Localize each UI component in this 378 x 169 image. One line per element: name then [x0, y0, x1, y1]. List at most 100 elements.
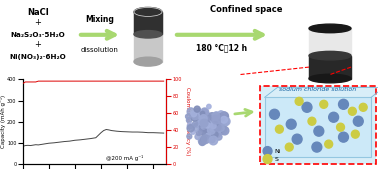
Circle shape: [220, 127, 227, 134]
Circle shape: [195, 134, 200, 139]
Circle shape: [222, 119, 229, 126]
Circle shape: [213, 118, 220, 124]
Circle shape: [187, 108, 195, 115]
Ellipse shape: [309, 51, 351, 60]
Circle shape: [220, 113, 229, 122]
Circle shape: [200, 119, 208, 127]
Circle shape: [194, 106, 200, 112]
Circle shape: [218, 114, 225, 121]
Circle shape: [211, 116, 215, 120]
Bar: [309, 56, 351, 79]
Circle shape: [209, 137, 215, 143]
Text: Ni: Ni: [274, 149, 281, 154]
Circle shape: [218, 111, 224, 117]
Ellipse shape: [309, 74, 351, 83]
Circle shape: [339, 132, 349, 142]
Circle shape: [214, 118, 222, 125]
Circle shape: [218, 113, 223, 119]
Circle shape: [295, 97, 303, 105]
Circle shape: [352, 130, 359, 138]
Circle shape: [212, 115, 220, 124]
Circle shape: [197, 121, 204, 128]
Circle shape: [302, 102, 312, 112]
Circle shape: [312, 142, 322, 152]
Circle shape: [221, 116, 228, 123]
Circle shape: [349, 107, 356, 115]
Ellipse shape: [134, 7, 162, 16]
Circle shape: [208, 136, 212, 141]
Circle shape: [221, 112, 227, 118]
Circle shape: [200, 115, 207, 122]
Circle shape: [203, 123, 209, 129]
Circle shape: [193, 112, 200, 119]
Circle shape: [198, 119, 204, 125]
Circle shape: [211, 123, 216, 129]
Circle shape: [206, 132, 213, 139]
Circle shape: [197, 121, 206, 129]
Circle shape: [201, 112, 206, 117]
Circle shape: [215, 134, 222, 140]
Circle shape: [206, 121, 212, 128]
Circle shape: [211, 127, 215, 132]
Circle shape: [276, 125, 284, 133]
Circle shape: [207, 126, 212, 131]
Circle shape: [203, 123, 211, 132]
Circle shape: [209, 123, 217, 131]
Circle shape: [199, 124, 206, 131]
Circle shape: [339, 99, 349, 109]
Circle shape: [187, 125, 194, 132]
Circle shape: [194, 108, 201, 115]
Circle shape: [218, 127, 225, 134]
Circle shape: [206, 116, 215, 124]
Circle shape: [193, 113, 199, 119]
Circle shape: [201, 135, 210, 144]
Circle shape: [192, 113, 198, 120]
Circle shape: [329, 112, 339, 122]
Circle shape: [207, 120, 211, 125]
Circle shape: [212, 128, 220, 136]
Circle shape: [200, 111, 205, 116]
Circle shape: [221, 112, 228, 120]
Circle shape: [203, 125, 209, 132]
Circle shape: [214, 121, 220, 127]
Circle shape: [359, 103, 367, 111]
Circle shape: [214, 128, 220, 134]
Text: sodium chloride solution: sodium chloride solution: [279, 87, 356, 92]
Circle shape: [207, 118, 215, 127]
Circle shape: [201, 115, 209, 124]
Circle shape: [201, 108, 209, 116]
Circle shape: [201, 119, 208, 126]
Circle shape: [191, 111, 197, 117]
Circle shape: [203, 122, 208, 127]
Circle shape: [199, 115, 206, 122]
Circle shape: [220, 127, 229, 135]
Circle shape: [216, 119, 222, 125]
Circle shape: [285, 143, 293, 151]
Circle shape: [314, 126, 324, 136]
Circle shape: [203, 121, 208, 125]
Circle shape: [209, 136, 218, 145]
Bar: [134, 12, 162, 34]
Circle shape: [263, 155, 272, 164]
Circle shape: [207, 124, 213, 130]
Circle shape: [199, 139, 206, 146]
Circle shape: [201, 120, 206, 125]
Ellipse shape: [134, 57, 162, 66]
Circle shape: [191, 114, 198, 121]
Circle shape: [204, 126, 210, 132]
Circle shape: [200, 120, 205, 125]
Circle shape: [308, 117, 316, 125]
Circle shape: [201, 121, 208, 128]
Circle shape: [205, 119, 210, 124]
Circle shape: [201, 123, 206, 128]
Circle shape: [187, 134, 192, 139]
Circle shape: [203, 112, 211, 120]
Circle shape: [202, 120, 209, 127]
Circle shape: [202, 120, 209, 127]
Text: +: +: [34, 18, 42, 27]
Circle shape: [213, 121, 218, 126]
Ellipse shape: [309, 24, 351, 33]
Circle shape: [213, 130, 221, 138]
Circle shape: [198, 123, 203, 127]
Text: Confined space: Confined space: [210, 5, 282, 14]
